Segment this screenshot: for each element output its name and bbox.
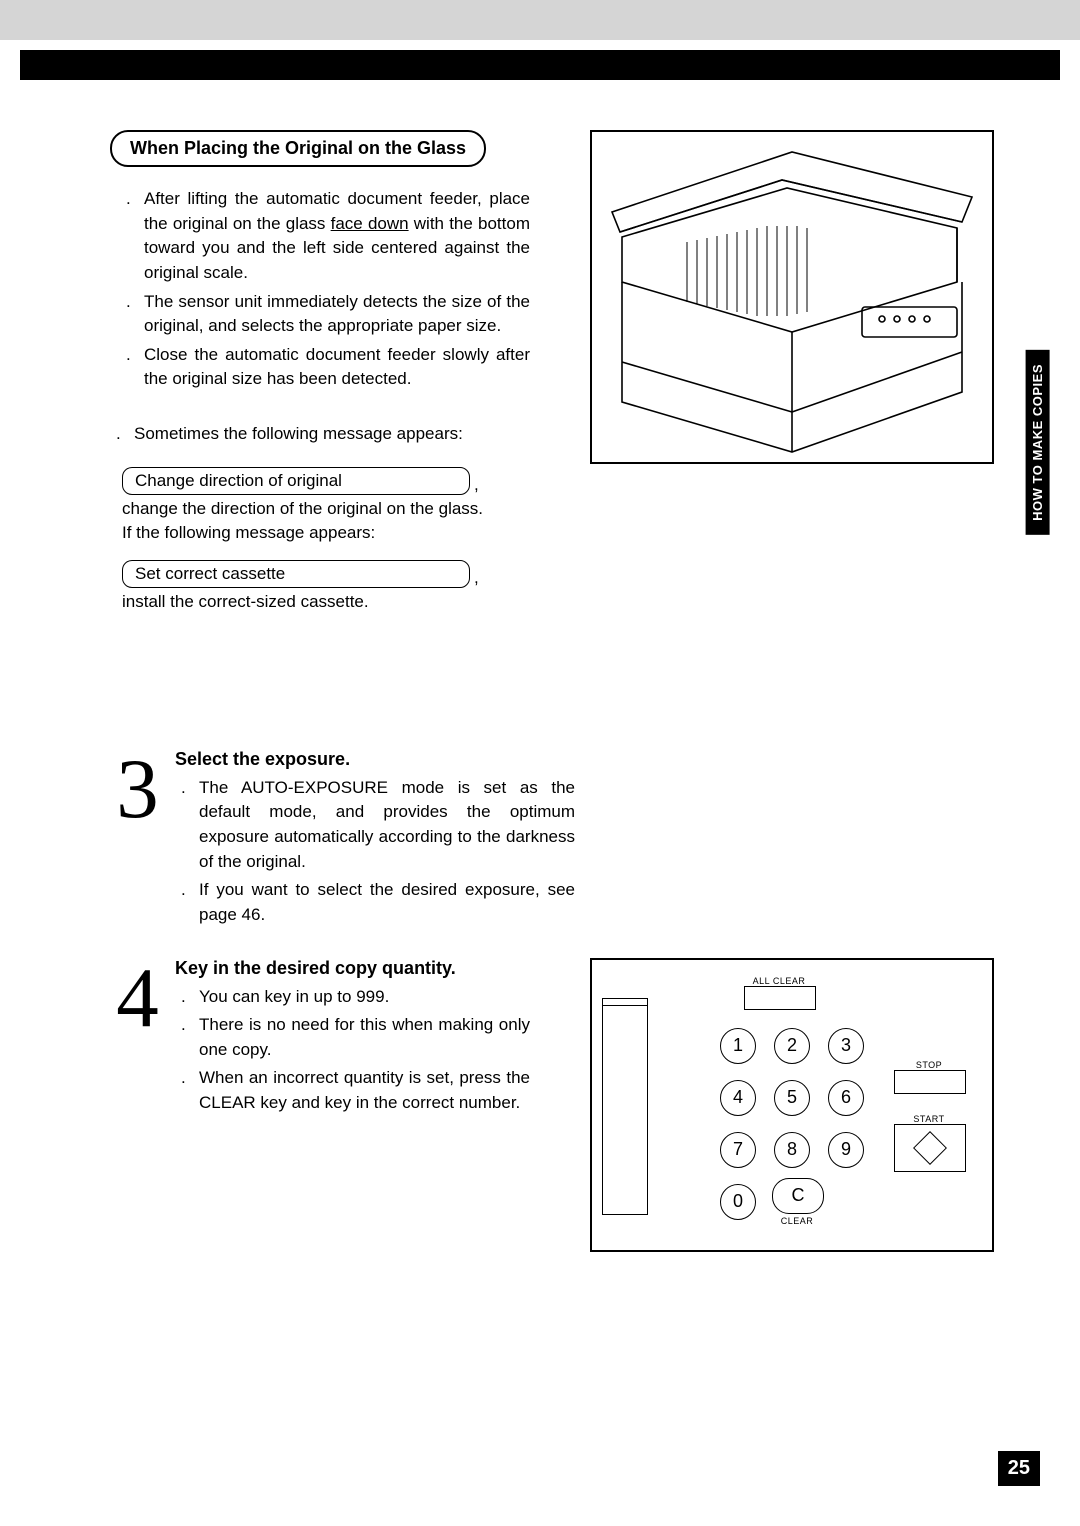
section-title-pill: When Placing the Original on the Glass <box>110 130 486 167</box>
stop-label: STOP <box>894 1060 964 1070</box>
key-7: 7 <box>720 1132 756 1168</box>
key-4: 4 <box>720 1080 756 1116</box>
list-item: After lifting the automatic document fee… <box>120 187 530 286</box>
key-9: 9 <box>828 1132 864 1168</box>
message-pill: Change direction of original <box>122 467 470 495</box>
note-list: Sometimes the following message appears: <box>110 422 530 447</box>
message-follow-text: install the correct-sized cassette. <box>122 590 530 615</box>
list-item: The AUTO-EXPOSURE mode is set as the def… <box>175 776 575 875</box>
clear-label: CLEAR <box>772 1216 822 1226</box>
list-item: If you want to select the desired exposu… <box>175 878 575 927</box>
key-1: 1 <box>720 1028 756 1064</box>
key-5: 5 <box>774 1080 810 1116</box>
list-item: The sensor unit immediately detects the … <box>120 290 530 339</box>
black-bar <box>20 50 1060 80</box>
start-button <box>894 1124 966 1172</box>
stop-button <box>894 1070 966 1094</box>
step-title: Select the exposure. <box>175 749 575 770</box>
key-3: 3 <box>828 1028 864 1064</box>
key-6: 6 <box>828 1080 864 1116</box>
step-bullets: The AUTO-EXPOSURE mode is set as the def… <box>175 776 575 928</box>
key-0: 0 <box>720 1184 756 1220</box>
key-clear: C <box>772 1178 824 1214</box>
page-number: 25 <box>998 1451 1040 1486</box>
section-tab: HOW TO MAKE COPIES <box>1026 350 1050 535</box>
list-item: You can key in up to 999. <box>175 985 530 1010</box>
list-item: Sometimes the following message appears: <box>110 422 530 447</box>
step-number: 3 <box>110 749 165 948</box>
keypad-illustration: ALL CLEAR 1 2 3 4 5 6 7 8 <box>590 958 994 1252</box>
key-2: 2 <box>774 1028 810 1064</box>
all-clear-button <box>744 986 816 1010</box>
start-label: START <box>894 1114 964 1124</box>
all-clear-label: ALL CLEAR <box>744 976 814 986</box>
list-item: There is no need for this when making on… <box>175 1013 530 1062</box>
instruction-list: After lifting the automatic document fee… <box>120 187 530 392</box>
list-item: When an incorrect quantity is set, press… <box>175 1066 530 1115</box>
message-pill: Set correct cassette <box>122 560 470 588</box>
key-8: 8 <box>774 1132 810 1168</box>
list-item: Close the automatic document feeder slow… <box>120 343 530 392</box>
step-number: 4 <box>110 958 165 1252</box>
message-follow-text: change the direction of the original on … <box>122 497 530 546</box>
start-icon <box>913 1131 947 1165</box>
step-title: Key in the desired copy quantity. <box>175 958 530 979</box>
page-header <box>0 0 1080 40</box>
copier-illustration <box>590 130 994 464</box>
step-bullets: You can key in up to 999. There is no ne… <box>175 985 530 1116</box>
